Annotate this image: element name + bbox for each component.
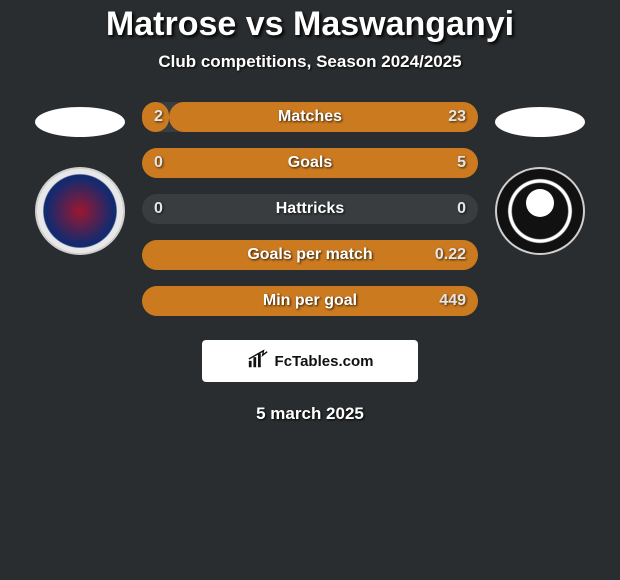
stat-row: 2Matches23 <box>142 102 478 132</box>
stat-row: Goals per match0.22 <box>142 240 478 270</box>
stat-label: Min per goal <box>142 292 478 310</box>
snapshot-date: 5 march 2025 <box>0 404 620 424</box>
stat-row: 0Goals5 <box>142 148 478 178</box>
credit-text: FcTables.com <box>275 353 374 370</box>
stat-value-right: 0 <box>457 200 466 218</box>
stat-row: 0Hattricks0 <box>142 194 478 224</box>
stat-label: Goals per match <box>142 246 478 264</box>
right-club-badge <box>495 167 585 255</box>
stat-value-right: 0.22 <box>435 246 466 264</box>
subtitle: Club competitions, Season 2024/2025 <box>0 52 620 72</box>
stat-label: Goals <box>142 154 478 172</box>
stat-row: Min per goal449 <box>142 286 478 316</box>
left-club-badge <box>35 167 125 255</box>
stat-value-right: 5 <box>457 154 466 172</box>
credit-badge[interactable]: FcTables.com <box>202 340 418 382</box>
page-title: Matrose vs Maswanganyi <box>0 5 620 44</box>
left-player-column <box>20 102 140 255</box>
stat-value-right: 449 <box>439 292 466 310</box>
stat-label: Matches <box>142 108 478 126</box>
right-player-photo <box>495 107 585 137</box>
stat-value-right: 23 <box>448 108 466 126</box>
left-player-photo <box>35 107 125 137</box>
stat-label: Hattricks <box>142 200 478 218</box>
stats-list: 2Matches230Goals50Hattricks0Goals per ma… <box>140 102 480 316</box>
stats-section: 2Matches230Goals50Hattricks0Goals per ma… <box>0 102 620 316</box>
chart-icon <box>247 348 269 374</box>
right-player-column <box>480 102 600 255</box>
